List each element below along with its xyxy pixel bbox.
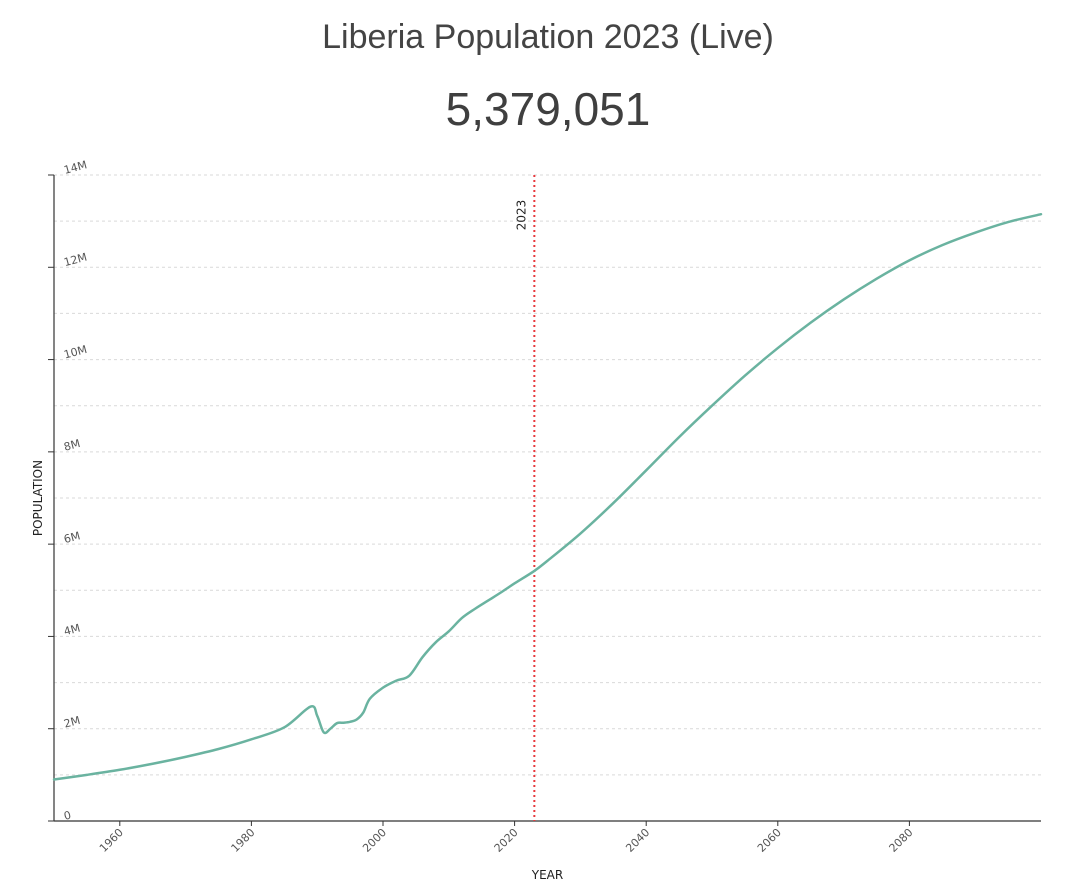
- x-axis-title: YEAR: [531, 868, 563, 882]
- y-tick-label: 0: [62, 809, 72, 823]
- x-tick-label: 1980: [229, 826, 258, 855]
- y-tick-label: 8M: [62, 437, 81, 454]
- x-tick-label: 2060: [755, 826, 784, 855]
- y-tick-label: 2M: [62, 714, 81, 731]
- current-year-marker: 2023: [514, 175, 536, 821]
- tick-labels: 0 2M 4M 6M 8M 10M 12M 14M 1960 1980 2000 2020 2040 20…: [62, 158, 915, 855]
- y-tick-label: 6M: [62, 529, 81, 546]
- y-axis-title: POPULATION: [31, 460, 45, 536]
- x-tick-label: 1960: [97, 826, 126, 855]
- axes: [48, 174, 1041, 826]
- y-tick-label: 4M: [62, 621, 81, 638]
- x-tick-label: 2080: [887, 826, 916, 855]
- x-tick-label: 2040: [623, 826, 652, 855]
- population-line: [52, 212, 1043, 781]
- x-tick-label: 2000: [360, 826, 389, 855]
- marker-label: 2023: [514, 200, 528, 231]
- gridlines: [54, 174, 1041, 776]
- y-tick-label: 12M: [62, 251, 88, 270]
- series-layer: [52, 212, 1043, 781]
- page-title: Liberia Population 2023 (Live): [322, 18, 774, 56]
- live-population-counter: 5,379,051: [445, 83, 651, 135]
- y-tick-label: 14M: [62, 158, 88, 177]
- x-tick-label: 2020: [492, 826, 521, 855]
- y-tick-label: 10M: [62, 343, 88, 362]
